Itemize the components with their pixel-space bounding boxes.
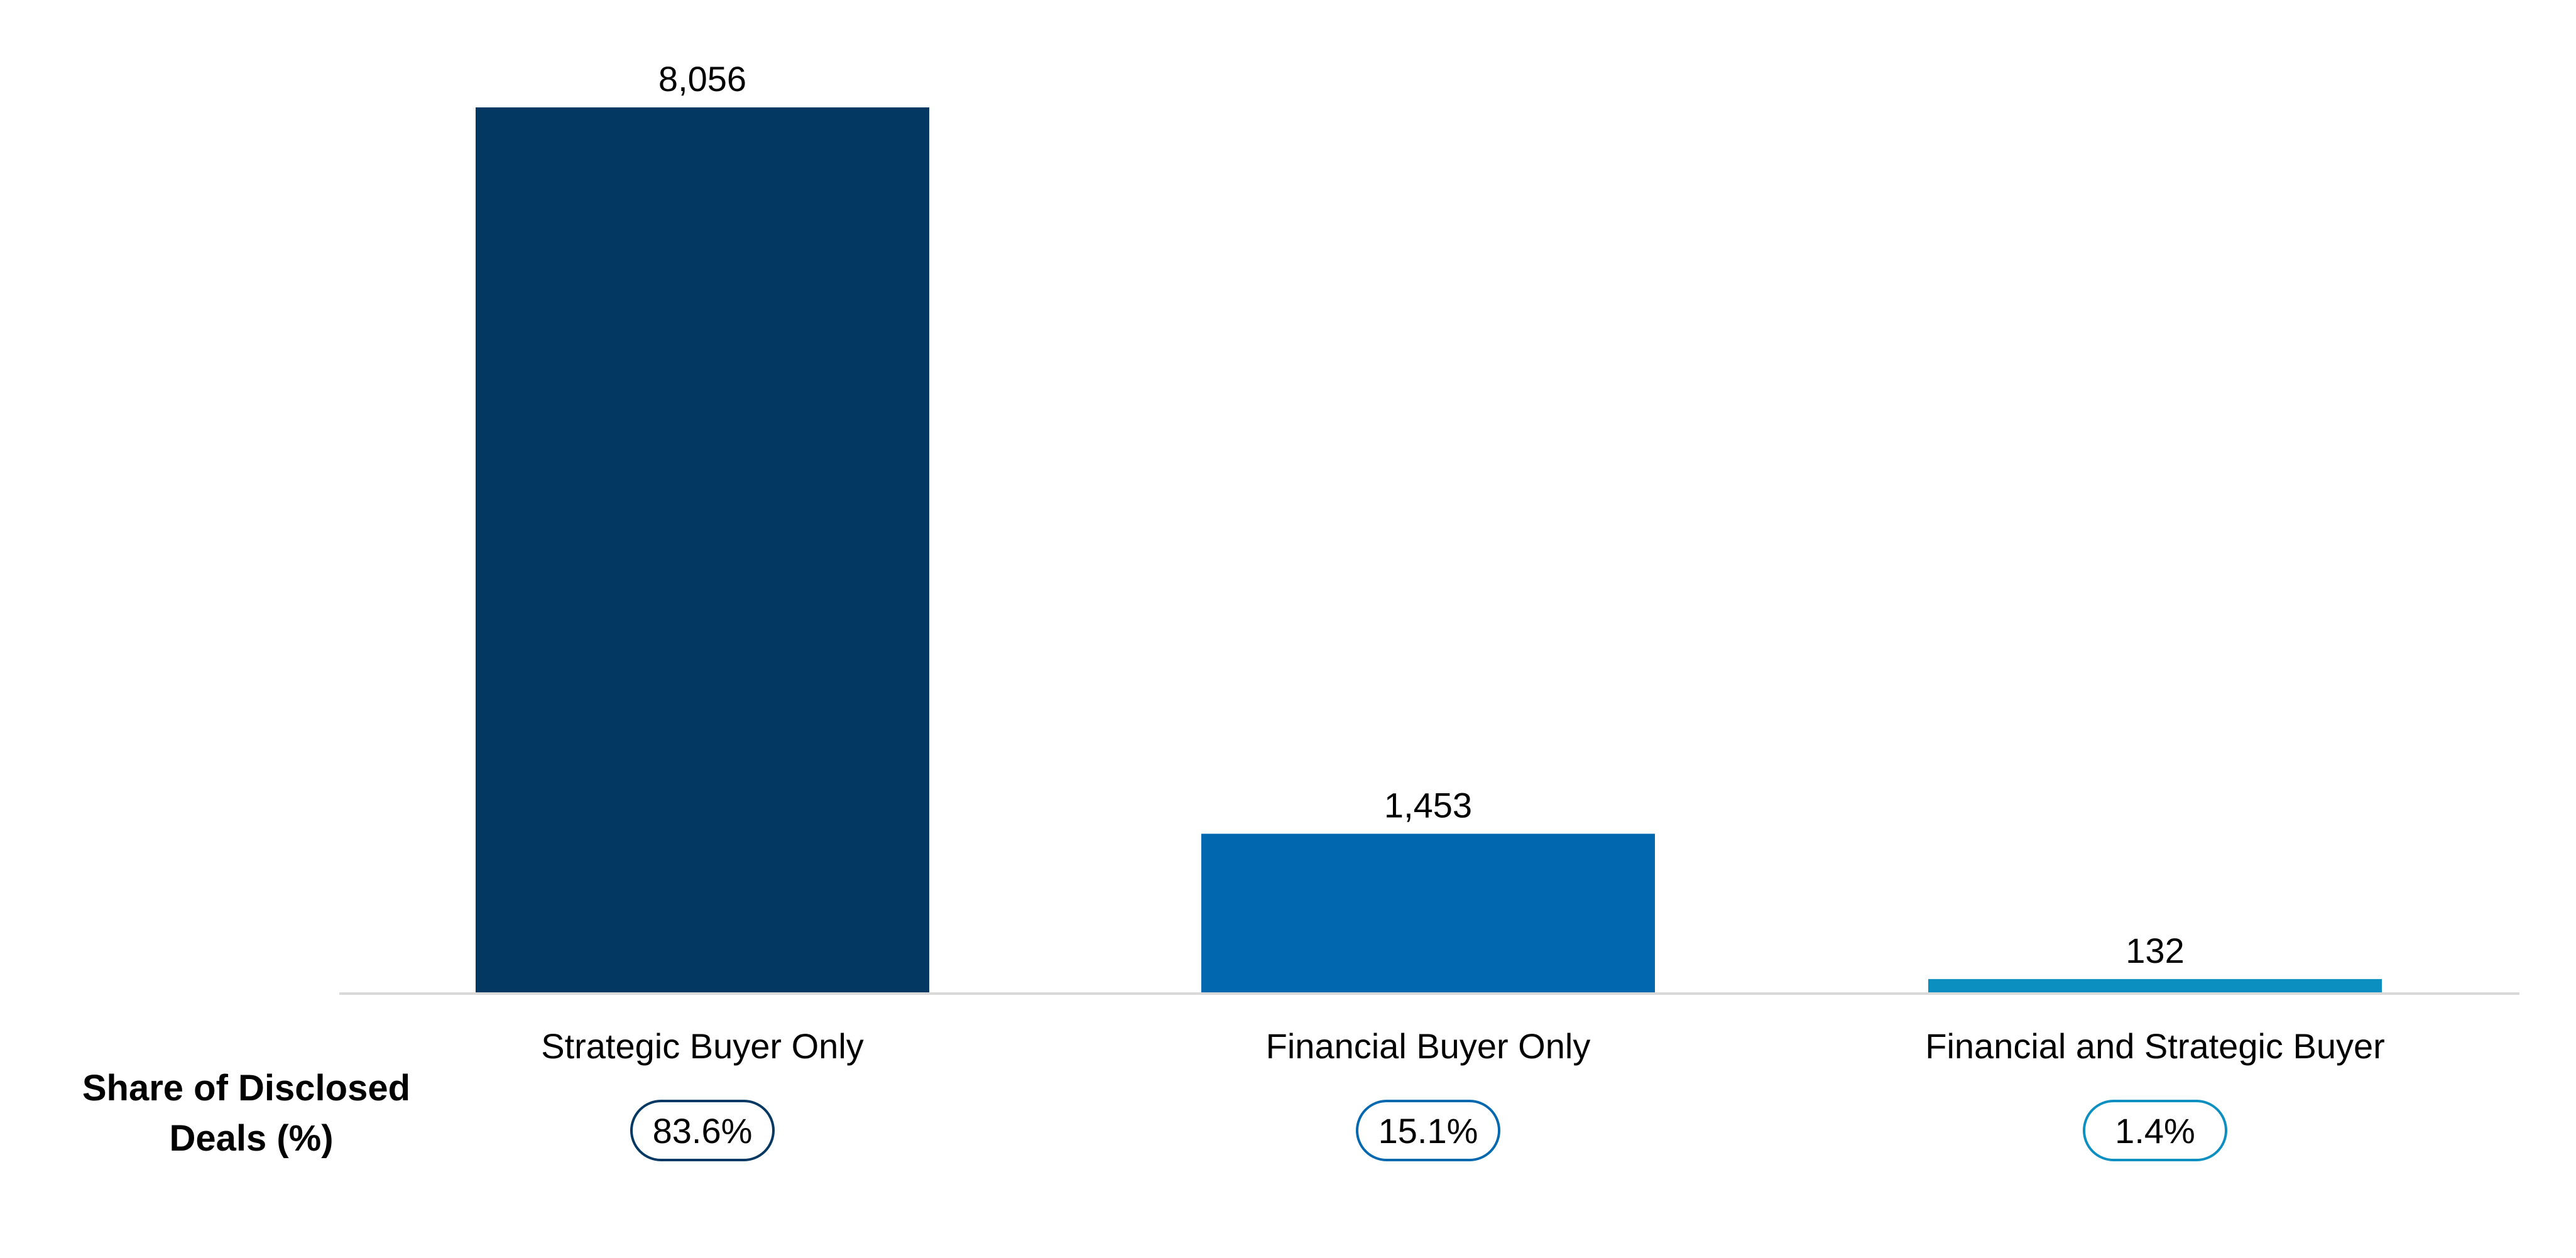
share-pill-1 (630, 1100, 775, 1161)
bar-2 (1201, 833, 1655, 994)
bar-1 (476, 107, 929, 994)
data-label-2: 1,453 (1384, 786, 1472, 825)
bars-layer (476, 107, 2382, 994)
data-label-1: 8,056 (658, 59, 746, 99)
share-pill-2 (1356, 1100, 1500, 1161)
share-value-3: 1.4% (2115, 1111, 2195, 1151)
share-label: Share of Disclosed Deals (%) (82, 1068, 420, 1159)
share-label-line-1: Share of Disclosed (82, 1068, 410, 1109)
category-label-3: Financial and Strategic Buyer (1925, 1026, 2385, 1066)
share-label-line-2: Deals (%) (169, 1118, 333, 1159)
bar-3 (1928, 979, 2382, 994)
share-pill-3 (2083, 1100, 2227, 1161)
data-label-3: 132 (2126, 931, 2184, 970)
category-label-2: Financial Buyer Only (1266, 1026, 1591, 1066)
share-value-1: 83.6% (653, 1111, 753, 1151)
labels-layer: 8,056 Strategic Buyer Only 83.6% 1,453 Finan… (541, 59, 2385, 1161)
category-label-1: Strategic Buyer Only (541, 1026, 864, 1066)
share-value-2: 15.1% (1378, 1111, 1478, 1151)
